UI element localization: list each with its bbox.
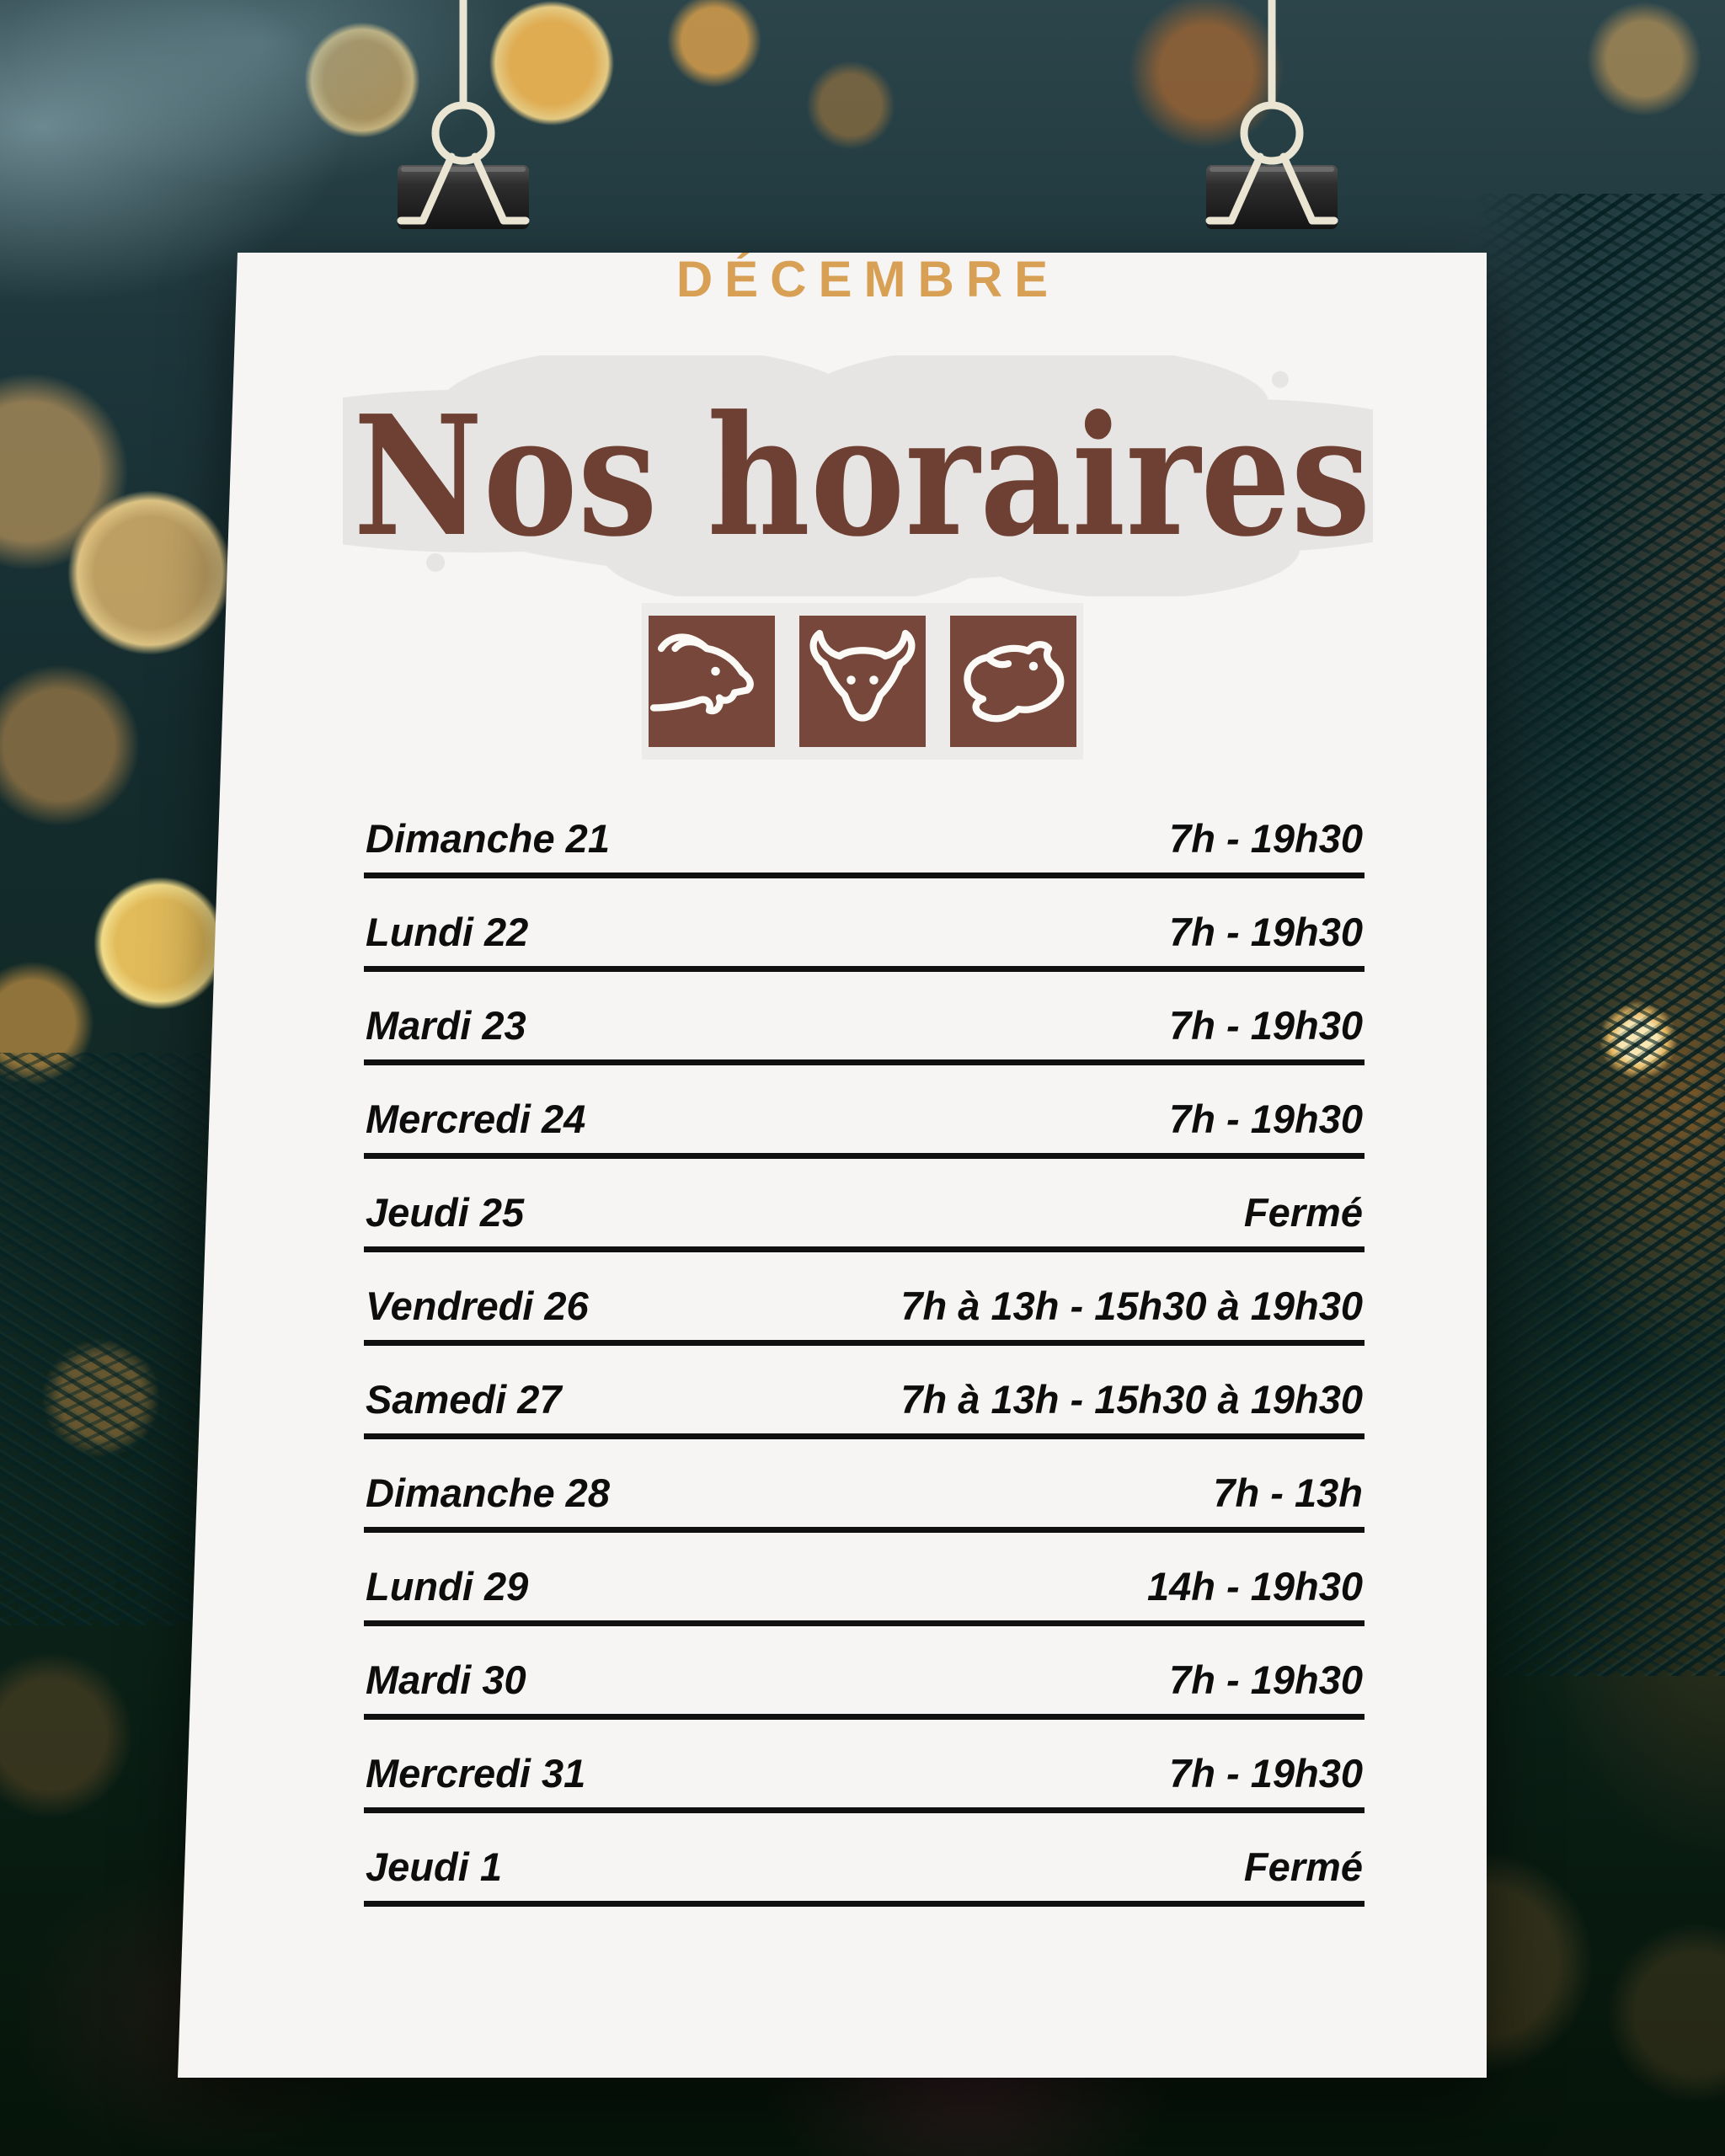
hours-label: 14h - 19h30 xyxy=(1146,1564,1363,1609)
schedule-row: Jeudi 25 Fermé xyxy=(364,1159,1365,1252)
poster-title: Nos horaires xyxy=(353,380,1371,574)
day-label: Mercredi 31 xyxy=(366,1751,586,1796)
animal-icon-band xyxy=(641,603,1083,760)
day-label: Jeudi 25 xyxy=(366,1190,525,1235)
hours-label: 7h - 19h30 xyxy=(1169,910,1363,954)
hours-label: 7h à 13h - 15h30 à 19h30 xyxy=(900,1377,1363,1422)
poster-paper: DÉCEMBRE Nos horaires xyxy=(178,179,1487,2078)
hours-label: 7h à 13h - 15h30 à 19h30 xyxy=(900,1283,1363,1328)
hours-label: 7h - 19h30 xyxy=(1169,1097,1363,1141)
day-label: Dimanche 28 xyxy=(366,1470,610,1515)
fir-branches-right xyxy=(1477,194,1725,1676)
day-label: Jeudi 1 xyxy=(366,1844,502,1889)
schedule-row: Dimanche 21 7h - 19h30 xyxy=(364,785,1365,878)
goat-icon xyxy=(648,616,775,747)
day-label: Mardi 30 xyxy=(366,1657,526,1702)
hours-label: 7h - 19h30 xyxy=(1169,1657,1363,1702)
day-label: Mercredi 24 xyxy=(366,1097,586,1141)
schedule-table: Dimanche 21 7h - 19h30 Lundi 22 7h - 19h… xyxy=(364,785,1365,1907)
schedule-row: Vendredi 26 7h à 13h - 15h30 à 19h30 xyxy=(364,1252,1365,1346)
hours-label: Fermé xyxy=(1243,1190,1363,1235)
day-label: Vendredi 26 xyxy=(366,1283,589,1328)
schedule-row: Samedi 27 7h à 13h - 15h30 à 19h30 xyxy=(364,1346,1365,1439)
hours-label: 7h - 19h30 xyxy=(1169,816,1363,861)
bull-icon xyxy=(798,616,926,747)
schedule-row: Mercredi 31 7h - 19h30 xyxy=(364,1720,1365,1813)
schedule-row: Dimanche 28 7h - 13h xyxy=(364,1439,1365,1533)
schedule-row: Mardi 30 7h - 19h30 xyxy=(364,1626,1365,1720)
sheep-icon xyxy=(949,616,1076,747)
hours-label: Fermé xyxy=(1243,1844,1363,1889)
title-block: Nos horaires xyxy=(238,354,1487,600)
binder-clip-left xyxy=(397,0,530,229)
hours-label: 7h - 19h30 xyxy=(1169,1751,1363,1796)
binder-clip-right xyxy=(1205,0,1338,229)
day-label: Lundi 29 xyxy=(366,1564,529,1609)
day-label: Mardi 23 xyxy=(366,1003,526,1048)
schedule-row: Lundi 22 7h - 19h30 xyxy=(364,878,1365,972)
schedule-row: Mardi 23 7h - 19h30 xyxy=(364,972,1365,1065)
hours-label: 7h - 13h xyxy=(1213,1470,1363,1515)
schedule-row: Mercredi 24 7h - 19h30 xyxy=(364,1065,1365,1159)
schedule-row: Lundi 29 14h - 19h30 xyxy=(364,1533,1365,1626)
hours-label: 7h - 19h30 xyxy=(1169,1003,1363,1048)
month-label: DÉCEMBRE xyxy=(676,251,1060,307)
day-label: Lundi 22 xyxy=(366,910,529,954)
schedule-row: Jeudi 1 Fermé xyxy=(364,1813,1365,1907)
splatter-decoration xyxy=(343,355,1373,596)
day-label: Dimanche 21 xyxy=(366,816,610,861)
day-label: Samedi 27 xyxy=(366,1377,562,1422)
